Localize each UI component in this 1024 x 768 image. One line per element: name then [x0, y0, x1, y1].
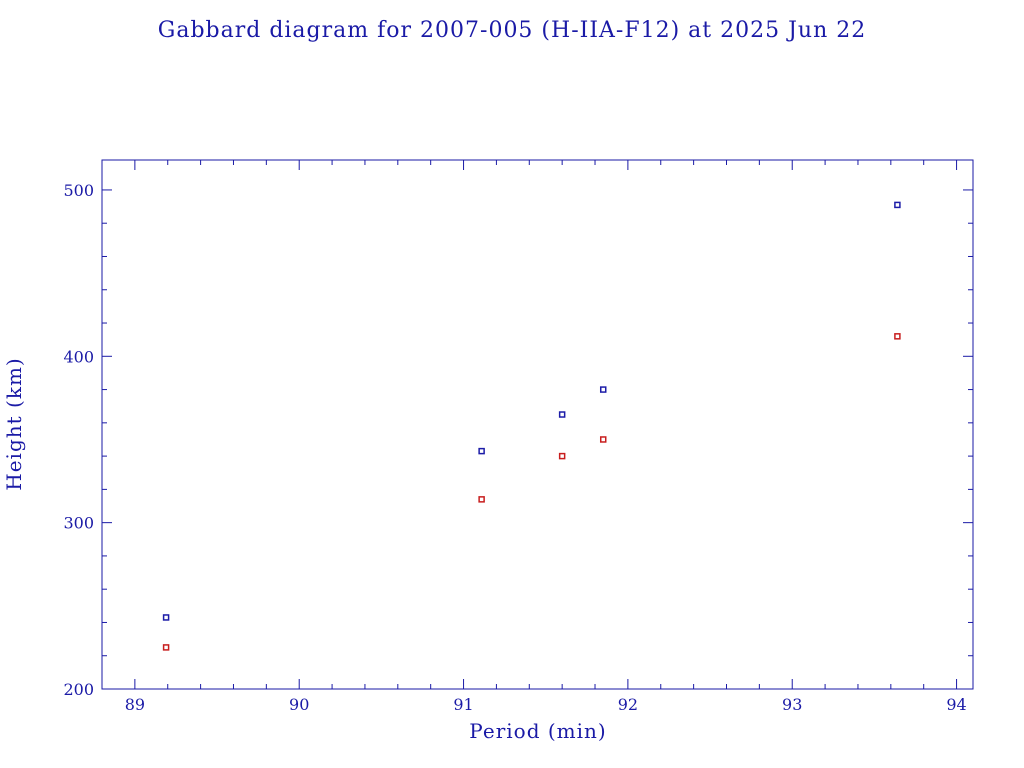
- x-axis-label: Period (min): [469, 719, 606, 743]
- y-tick-label: 400: [63, 347, 94, 366]
- x-tick-label: 89: [125, 695, 145, 714]
- x-tick-label: 90: [289, 695, 309, 714]
- perigee-point: [894, 333, 901, 340]
- plot-frame: [101, 159, 974, 690]
- perigee-point: [599, 436, 607, 443]
- apogee-point: [162, 614, 170, 621]
- perigee-point: [162, 644, 170, 651]
- x-tick-label: 92: [618, 695, 638, 714]
- apogee-point: [558, 411, 566, 418]
- perigee-point: [558, 452, 566, 460]
- y-tick-label: 200: [63, 680, 94, 699]
- x-tick-label: 94: [946, 695, 966, 714]
- apogee-point: [599, 386, 607, 393]
- y-tick-label: 500: [63, 181, 94, 200]
- x-tick-label: 91: [453, 695, 473, 714]
- y-axis-label: Height (km): [2, 357, 26, 490]
- x-axis-tick-labels: 89 90 91 92 93 94: [125, 695, 967, 714]
- chart-title: Gabbard diagram for 2007-005 (H-IIA-F12)…: [158, 18, 867, 43]
- y-tick-label: 300: [63, 514, 94, 533]
- y-axis-ticks: [102, 189, 973, 690]
- x-tick-label: 93: [782, 695, 802, 714]
- apogee-point: [478, 447, 485, 455]
- apogee-point: [894, 201, 901, 209]
- perigee-point: [478, 496, 485, 503]
- data-points: [162, 201, 901, 651]
- x-axis-ticks: [101, 160, 958, 689]
- y-axis-tick-labels: 200 300 400 500: [63, 181, 94, 699]
